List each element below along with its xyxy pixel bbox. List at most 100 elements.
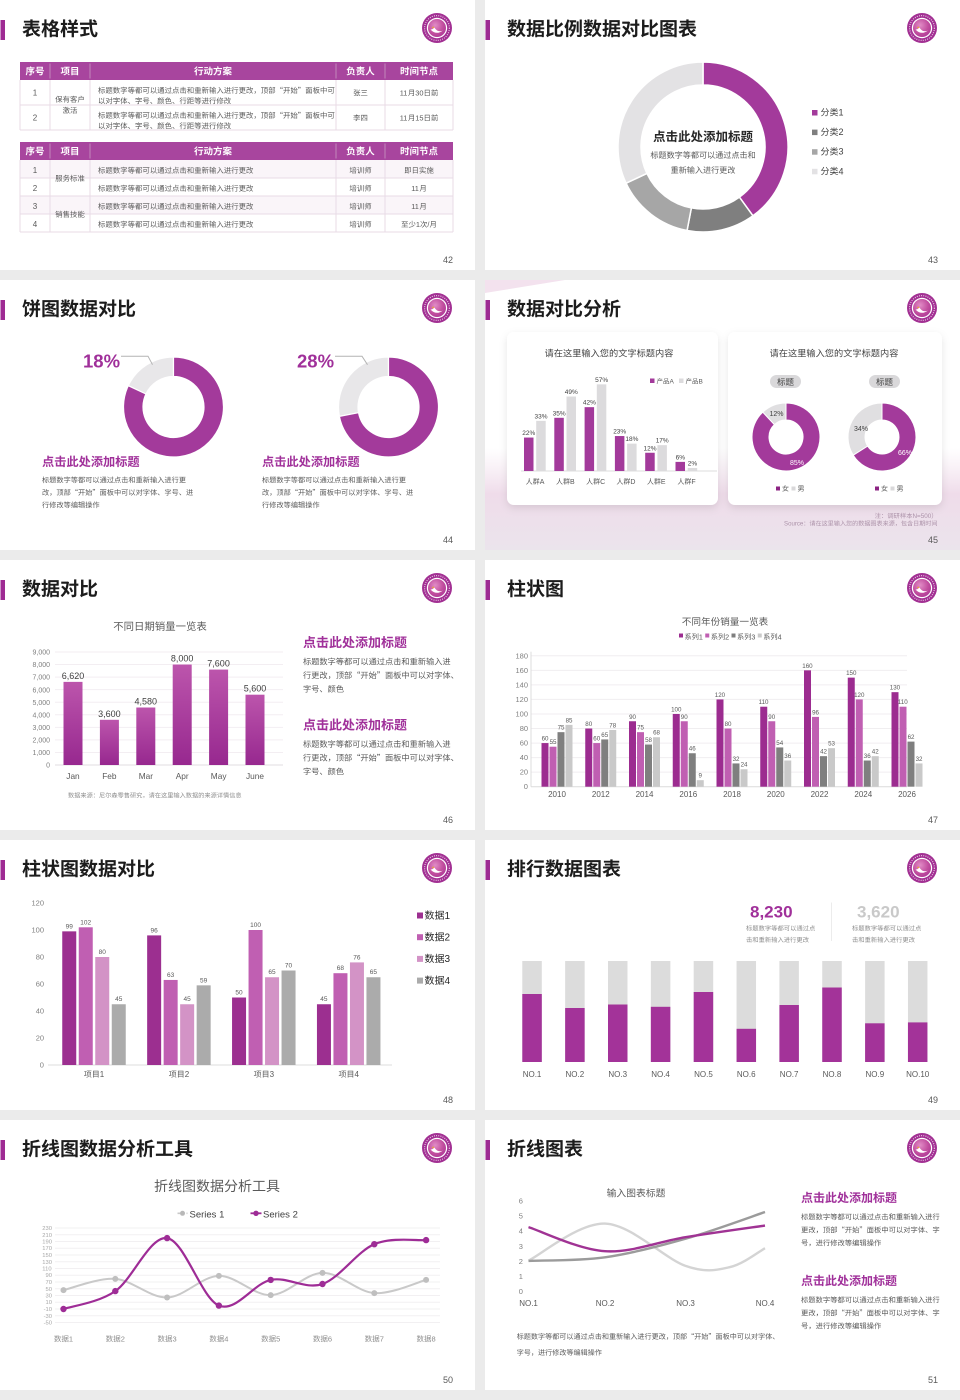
svg-text:110: 110 [42, 1267, 51, 1273]
svg-text:Mar: Mar [139, 771, 154, 781]
svg-text:48: 48 [443, 1095, 453, 1105]
svg-text:96: 96 [151, 927, 159, 934]
svg-text:-10: -10 [44, 1307, 52, 1313]
svg-text:2016: 2016 [679, 790, 697, 799]
svg-text:5,600: 5,600 [244, 684, 267, 694]
svg-text:Feb: Feb [102, 771, 117, 781]
svg-text:2: 2 [839, 127, 844, 137]
svg-text:90: 90 [768, 714, 775, 721]
svg-text:65: 65 [370, 969, 378, 976]
svg-text:6: 6 [328, 1335, 332, 1344]
svg-text:3,600: 3,600 [98, 709, 121, 719]
svg-text:1: 1 [33, 166, 38, 175]
svg-text:0: 0 [46, 763, 50, 770]
svg-text:59: 59 [200, 977, 208, 984]
svg-text:1,000: 1,000 [33, 750, 51, 757]
svg-text:190: 190 [42, 1240, 52, 1246]
svg-text:80: 80 [36, 953, 44, 962]
svg-text:160: 160 [802, 663, 813, 670]
svg-text:66%: 66% [898, 450, 912, 457]
svg-text:4: 4 [519, 1227, 523, 1236]
svg-text:99: 99 [66, 923, 74, 930]
svg-text:85%: 85% [790, 460, 804, 467]
svg-text:45: 45 [928, 535, 938, 545]
svg-text:20: 20 [36, 1034, 44, 1043]
svg-text:2: 2 [33, 114, 38, 123]
svg-text:6,000: 6,000 [33, 687, 51, 694]
svg-text:3: 3 [839, 147, 844, 157]
svg-text:85: 85 [566, 717, 573, 724]
svg-text:3,000: 3,000 [33, 725, 51, 732]
svg-text:NO.6: NO.6 [737, 1070, 756, 1079]
svg-text:140: 140 [516, 680, 529, 689]
svg-text:170: 170 [42, 1246, 52, 1252]
svg-text:50: 50 [443, 1375, 453, 1385]
svg-text:42%: 42% [583, 400, 596, 407]
svg-text:90: 90 [629, 714, 636, 721]
svg-text:E: E [661, 479, 666, 486]
svg-text:/: / [427, 220, 430, 229]
svg-text:120: 120 [715, 692, 726, 699]
svg-text:3,620: 3,620 [857, 903, 900, 922]
svg-text:2: 2 [725, 632, 729, 641]
svg-text:46: 46 [443, 815, 453, 825]
svg-text:5: 5 [276, 1335, 280, 1344]
svg-text:60: 60 [593, 736, 600, 743]
svg-text:110: 110 [898, 699, 908, 706]
svg-text:11: 11 [411, 184, 419, 193]
svg-text:N=500: N=500 [913, 513, 932, 520]
svg-text:22%: 22% [522, 430, 535, 437]
svg-text:18%: 18% [83, 351, 120, 372]
svg-text:30: 30 [46, 1294, 52, 1300]
svg-text:120: 120 [854, 692, 865, 699]
svg-text:2: 2 [33, 184, 38, 193]
svg-text:2026: 2026 [898, 790, 916, 799]
svg-text:8,000: 8,000 [33, 662, 51, 669]
svg-text:D: D [630, 479, 635, 486]
svg-text:0: 0 [524, 782, 528, 791]
svg-text:B: B [699, 379, 703, 386]
svg-text:NO.4: NO.4 [651, 1070, 670, 1079]
svg-text:Series 1: Series 1 [190, 1210, 225, 1221]
svg-text:1: 1 [839, 108, 844, 118]
svg-text:53: 53 [828, 741, 835, 748]
svg-text:Jan: Jan [66, 771, 80, 781]
svg-text:4: 4 [224, 1335, 228, 1344]
svg-text:47: 47 [928, 815, 938, 825]
svg-text:1: 1 [699, 632, 703, 641]
svg-text:2: 2 [121, 1335, 125, 1344]
svg-text:7,000: 7,000 [33, 675, 51, 682]
svg-text:55: 55 [550, 739, 557, 746]
svg-text:68: 68 [337, 965, 345, 972]
svg-text:210: 210 [42, 1233, 52, 1239]
svg-text:68: 68 [653, 730, 660, 737]
svg-text:80: 80 [520, 724, 528, 733]
svg-text:2024: 2024 [854, 790, 872, 799]
svg-text:11: 11 [400, 114, 408, 123]
svg-text:Series 2: Series 2 [263, 1210, 298, 1221]
svg-text:3: 3 [519, 1242, 523, 1251]
svg-text:120: 120 [516, 695, 529, 704]
svg-text:120: 120 [32, 899, 45, 908]
svg-text:2: 2 [185, 1070, 190, 1079]
svg-text:36: 36 [864, 753, 871, 760]
svg-text:54: 54 [776, 740, 783, 747]
svg-text:50: 50 [235, 990, 243, 997]
svg-text:76: 76 [353, 954, 361, 961]
svg-text:June: June [246, 771, 264, 781]
svg-text:2: 2 [445, 933, 451, 944]
svg-text:130: 130 [890, 685, 901, 692]
svg-text:NO.10: NO.10 [906, 1070, 930, 1079]
svg-text:34%: 34% [854, 426, 868, 433]
svg-text:90: 90 [46, 1273, 52, 1279]
svg-text:33%: 33% [535, 413, 548, 420]
svg-text:4,000: 4,000 [33, 712, 51, 719]
svg-text:100: 100 [516, 710, 529, 719]
svg-text:0: 0 [519, 1287, 523, 1296]
svg-text:1: 1 [445, 911, 451, 922]
svg-text:230: 230 [42, 1226, 52, 1232]
svg-text:6%: 6% [676, 454, 686, 461]
svg-text:3: 3 [445, 954, 451, 965]
svg-text:1: 1 [519, 1272, 523, 1281]
svg-text:8,000: 8,000 [171, 654, 194, 664]
